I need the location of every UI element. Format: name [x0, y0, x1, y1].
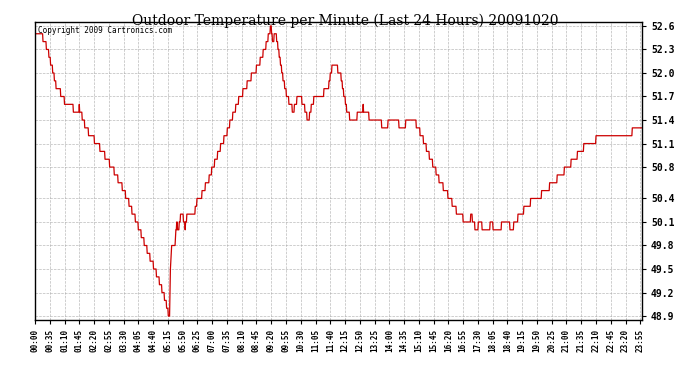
Text: Outdoor Temperature per Minute (Last 24 Hours) 20091020: Outdoor Temperature per Minute (Last 24 … [132, 13, 558, 27]
Text: Copyright 2009 Cartronics.com: Copyright 2009 Cartronics.com [38, 27, 172, 36]
